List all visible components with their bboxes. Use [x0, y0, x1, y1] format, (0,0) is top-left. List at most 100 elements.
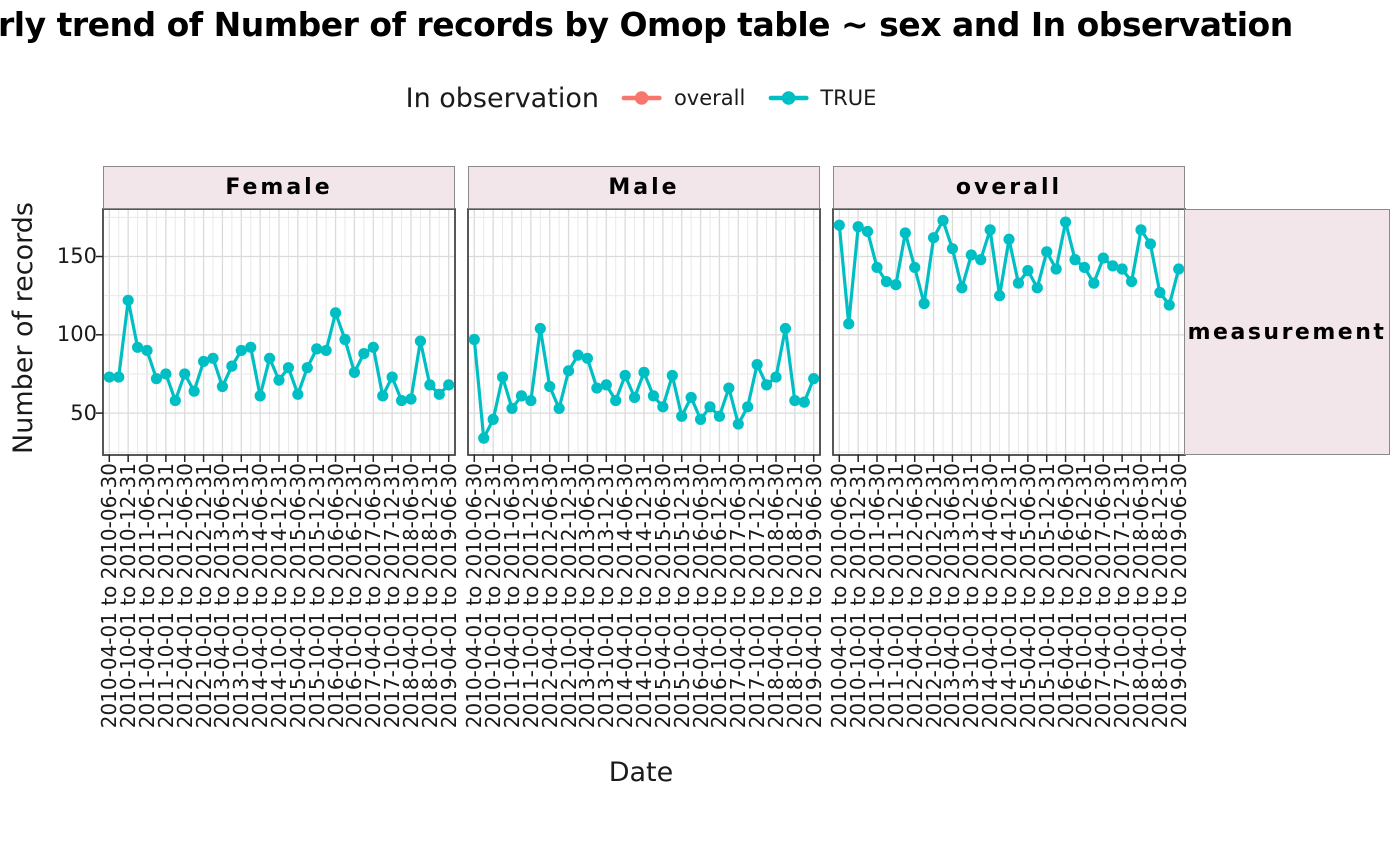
data-point — [1003, 233, 1015, 245]
data-point — [1173, 263, 1185, 275]
data-point — [628, 391, 641, 404]
data-point — [619, 369, 631, 382]
data-point — [657, 401, 669, 413]
facet-strip-male: Male — [468, 166, 820, 209]
x-tick-label: 2019-04-01 to 2019-06-30 — [801, 463, 826, 729]
data-point — [433, 388, 445, 400]
data-point — [1163, 299, 1175, 311]
data-point — [405, 393, 417, 405]
data-point — [956, 282, 968, 294]
data-point — [197, 355, 210, 368]
data-point — [496, 371, 509, 383]
data-point — [1059, 216, 1072, 228]
data-point — [638, 366, 650, 378]
data-point — [751, 358, 763, 371]
data-point — [1031, 282, 1043, 294]
legend: In observation overall TRUE — [406, 78, 877, 118]
data-point — [1125, 275, 1138, 288]
data-point — [833, 219, 845, 231]
data-point — [1078, 261, 1091, 274]
data-point — [226, 360, 238, 372]
facet-strip-measurement-label: measurement — [1187, 319, 1387, 345]
facet-strip-measurement: measurement — [1184, 209, 1390, 455]
data-point — [909, 261, 921, 274]
data-point — [122, 294, 134, 306]
y-tick-label-50: 50 — [70, 401, 97, 425]
legend-entry-true: TRUE — [765, 86, 876, 110]
data-point — [984, 224, 996, 236]
data-point — [685, 391, 697, 404]
data-point — [562, 365, 575, 377]
data-point — [890, 279, 902, 291]
data-point — [1116, 263, 1128, 275]
data-point — [789, 394, 801, 407]
data-point — [292, 388, 304, 400]
data-point — [1135, 224, 1147, 236]
data-point — [377, 390, 389, 402]
data-point — [666, 369, 678, 382]
y-tick-label-100: 100 — [56, 322, 97, 346]
data-point — [254, 390, 266, 402]
data-point — [1088, 277, 1100, 289]
data-point — [1154, 286, 1166, 299]
x-tick-label: 2019-04-01 to 2019-06-30 — [1166, 463, 1191, 729]
data-point — [770, 371, 782, 383]
legend-key-true-icon — [768, 91, 809, 105]
legend-entry-overall: overall — [619, 86, 745, 110]
data-point — [216, 380, 229, 393]
data-point — [235, 344, 247, 357]
data-point — [245, 341, 257, 353]
data-point — [927, 232, 940, 244]
y-axis-title: Number of records — [8, 202, 39, 454]
data-point — [263, 352, 276, 364]
data-point — [320, 344, 332, 357]
data-point — [993, 290, 1006, 302]
data-point — [704, 401, 716, 413]
data-point — [723, 382, 735, 394]
facet-strip-female-label: Female — [225, 175, 333, 200]
data-point — [487, 413, 499, 425]
data-point — [534, 322, 546, 335]
data-point — [544, 380, 556, 393]
data-point — [311, 343, 323, 355]
data-point — [572, 349, 584, 361]
data-point — [1022, 264, 1034, 277]
data-point — [169, 394, 181, 407]
x-axis-title: Date — [608, 757, 674, 788]
data-point — [937, 214, 949, 227]
data-point — [732, 418, 744, 430]
data-point — [600, 379, 612, 391]
data-point — [1050, 263, 1062, 275]
data-point — [468, 333, 480, 346]
data-point — [282, 362, 295, 374]
data-point — [301, 362, 313, 374]
data-point — [414, 335, 427, 347]
data-point — [946, 243, 959, 255]
legend-title: In observation — [405, 82, 599, 114]
data-point — [713, 410, 726, 422]
data-point — [694, 413, 707, 425]
data-point — [150, 373, 163, 385]
data-point — [395, 394, 408, 407]
data-point — [141, 344, 153, 357]
data-point — [348, 366, 361, 378]
data-point — [273, 374, 285, 386]
data-point — [179, 368, 191, 380]
data-point — [676, 410, 688, 422]
data-point — [367, 341, 379, 353]
data-point — [207, 352, 219, 364]
data-point — [424, 379, 436, 391]
data-point — [103, 371, 115, 383]
facet-strip-overall: overall — [833, 166, 1185, 209]
data-point — [760, 379, 773, 391]
data-point — [553, 402, 565, 415]
data-point — [918, 297, 930, 310]
legend-label-true: TRUE — [820, 86, 877, 110]
y-tick-label-150: 150 — [56, 244, 97, 268]
legend-label-overall: overall — [673, 86, 746, 110]
data-point — [965, 249, 977, 261]
data-point — [581, 352, 594, 364]
data-point — [899, 227, 911, 239]
